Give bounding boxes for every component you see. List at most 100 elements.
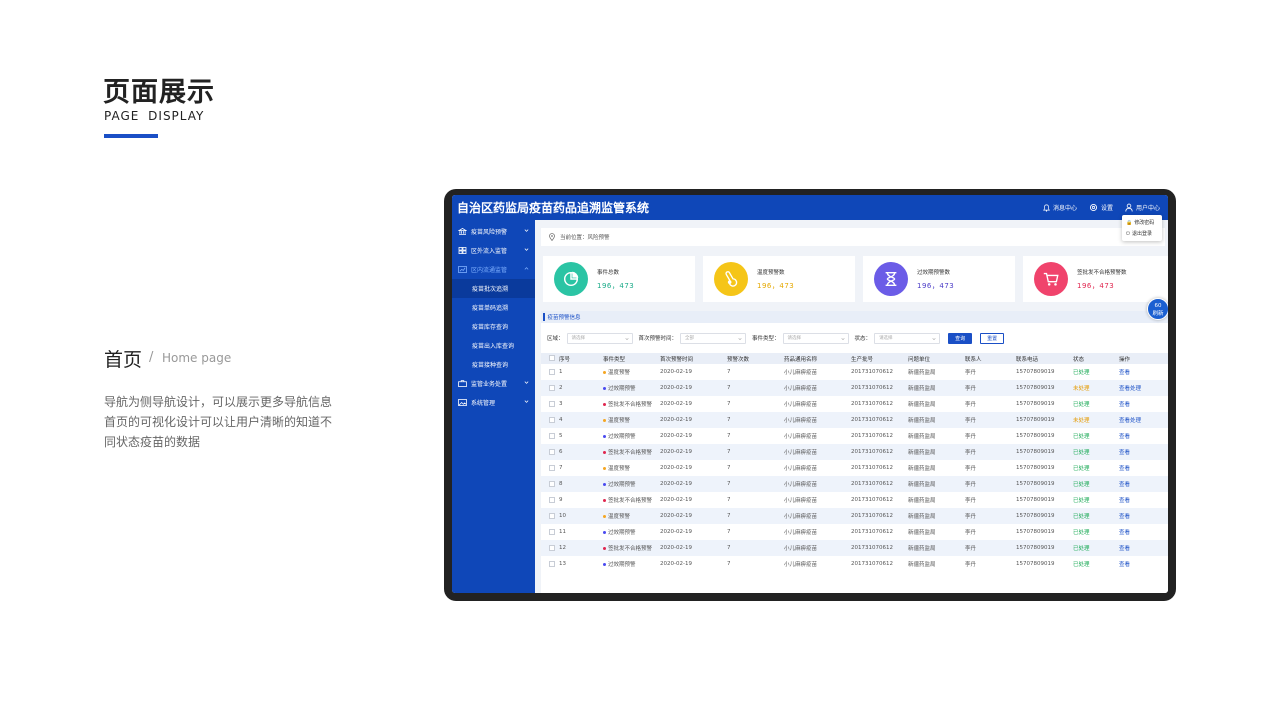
drug-name-cell: 小儿麻痹疫苗 [784,540,851,556]
actions-cell[interactable]: 查看 [1119,460,1168,476]
sidebar-item-system[interactable]: 系统管理 [452,393,535,412]
row-checkbox[interactable] [549,400,555,407]
actions-cell[interactable]: 查看处理 [1119,380,1168,396]
event-type-label: 事件类型： [752,336,780,342]
user-center-button[interactable]: 用户中心 [1125,203,1160,212]
row-index: 11 [559,529,566,535]
first-time-select[interactable]: 全部 [680,332,747,344]
warning-count: 7 [727,497,731,503]
status: 已处理 [1073,450,1090,456]
actions-cell[interactable]: 查看 [1119,428,1168,444]
row-checkbox[interactable] [549,544,555,551]
row-checkbox[interactable] [549,528,555,535]
table-row: 10 温度预警 2020-02-19 7 小儿麻痹疫苗 201731070612 新疆药监局… [541,508,1168,524]
cart-icon [1043,272,1059,286]
drug-name: 小儿麻痹疫苗 [784,402,818,408]
event-type-dot-icon [603,451,606,454]
sidebar-item-inflow[interactable]: 区外流入监管 [452,241,535,260]
query-button[interactable]: 查询 [948,332,973,344]
refresh-button[interactable]: 60 刷新 [1147,298,1168,320]
contact-phone-cell: 15707809019 [1016,524,1073,540]
actions[interactable]: 查看 [1119,402,1131,408]
row-checkbox[interactable] [549,368,555,375]
row-index: 9 [559,497,563,503]
row-checkbox[interactable] [549,416,555,423]
contact-person: 李丹 [965,514,977,520]
row-checkbox[interactable] [549,560,555,567]
first-warning-time: 2020-02-19 [660,417,692,423]
contact-person-cell: 李丹 [965,380,1016,396]
table-row: 4 温度预警 2020-02-19 7 小儿麻痹疫苗 201731070612 新疆药监局 李… [541,412,1168,428]
sidebar-item-handling[interactable]: 监管业务处置 [452,374,535,393]
actions[interactable]: 查看处理 [1119,418,1142,424]
sidebar-item-risk-warning[interactable]: 疫苗风险预警 [452,222,535,241]
row-index: 5 [559,433,563,439]
actions-cell[interactable]: 查看 [1119,556,1168,572]
event-type-dot-icon [603,403,606,406]
row-checkbox[interactable] [549,512,555,519]
sidebar-subitem-batch-trace[interactable]: 疫苗批次追溯 [452,279,535,298]
actions-cell[interactable]: 查看 [1119,540,1168,556]
row-checkbox[interactable] [549,384,555,391]
sidebar-subitem-stock-query[interactable]: 疫苗库存查询 [472,324,509,331]
app-screen: 自治区药监局疫苗药品追溯监管系统 消息中心 设置 用户中心 [452,195,1168,593]
stat-icon-circle [714,262,748,296]
select-all-checkbox[interactable] [549,355,555,362]
actions-cell[interactable]: 查看处理 [1119,412,1168,428]
sidebar-subitem-inout-query[interactable]: 疫苗出入库查询 [472,343,515,350]
settings-button[interactable]: 设置 [1089,203,1113,212]
actions[interactable]: 查看 [1119,466,1131,472]
reset-button[interactable]: 重置 [980,332,1005,344]
status: 已处理 [1073,530,1090,536]
actions[interactable]: 查看 [1119,514,1131,520]
sidebar-item-circulation[interactable]: 区内流通监管 [452,260,535,279]
actions[interactable]: 查看 [1119,434,1131,440]
actions[interactable]: 查看 [1119,370,1131,376]
logout-item[interactable]: ⏻ 退出登录 [1122,228,1162,239]
change-password-item[interactable]: 🔒 修改密码 [1122,217,1162,228]
row-checkbox[interactable] [549,432,555,439]
actions-cell[interactable]: 查看 [1119,364,1168,380]
actions-cell[interactable]: 查看 [1119,396,1168,412]
warning-count-cell: 7 [727,412,784,428]
table-header: 药品通用名称 [784,353,851,364]
batch-number: 201731070612 [851,465,893,471]
sidebar-item-label: 系统管理 [471,400,496,407]
contact-phone-cell: 15707809019 [1016,396,1073,412]
top-actions: 消息中心 设置 用户中心 [1031,195,1160,220]
actions[interactable]: 查看 [1119,482,1131,488]
row-index: 6 [559,449,563,455]
row-index: 12 [559,545,566,551]
row-checkbox[interactable] [549,464,555,471]
sidebar-subitem-vaccination-query[interactable]: 疫苗接种查询 [472,362,509,369]
message-center-button[interactable]: 消息中心 [1042,203,1077,212]
sidebar-subitem-code-trace[interactable]: 疫苗单码追溯 [472,305,509,312]
actions[interactable]: 查看 [1119,498,1131,504]
actions-cell[interactable]: 查看 [1119,476,1168,492]
contact-phone: 15707809019 [1016,417,1055,423]
warning-count-cell: 7 [727,508,784,524]
actions-cell[interactable]: 查看 [1119,444,1168,460]
actions[interactable]: 查看处理 [1119,386,1142,392]
top-bar: 自治区药监局疫苗药品追溯监管系统 消息中心 设置 用户中心 [452,195,1168,220]
row-index: 4 [559,417,563,423]
row-checkbox[interactable] [549,496,555,503]
row-checkbox-cell [541,380,559,396]
status: 已处理 [1073,514,1090,520]
row-checkbox[interactable] [549,448,555,455]
actions-cell[interactable]: 查看 [1119,492,1168,508]
sidebar-item-label: 监管业务处置 [471,381,508,388]
actions[interactable]: 查看 [1119,562,1131,568]
actions[interactable]: 查看 [1119,450,1131,456]
panel-header: 疫苗预警信息 [541,311,1168,323]
event-type-select[interactable]: 请选择 [782,332,849,344]
actions-cell[interactable]: 查看 [1119,508,1168,524]
actions-cell[interactable]: 查看 [1119,524,1168,540]
region-select[interactable]: 请选择 [566,332,633,344]
actions[interactable]: 查看 [1119,530,1131,536]
row-checkbox[interactable] [549,480,555,487]
first-warning-time-cell: 2020-02-19 [660,428,727,444]
actions[interactable]: 查看 [1119,546,1131,552]
status-select[interactable]: 请选择 [874,332,941,344]
problem-unit-cell: 新疆药监局 [908,508,965,524]
